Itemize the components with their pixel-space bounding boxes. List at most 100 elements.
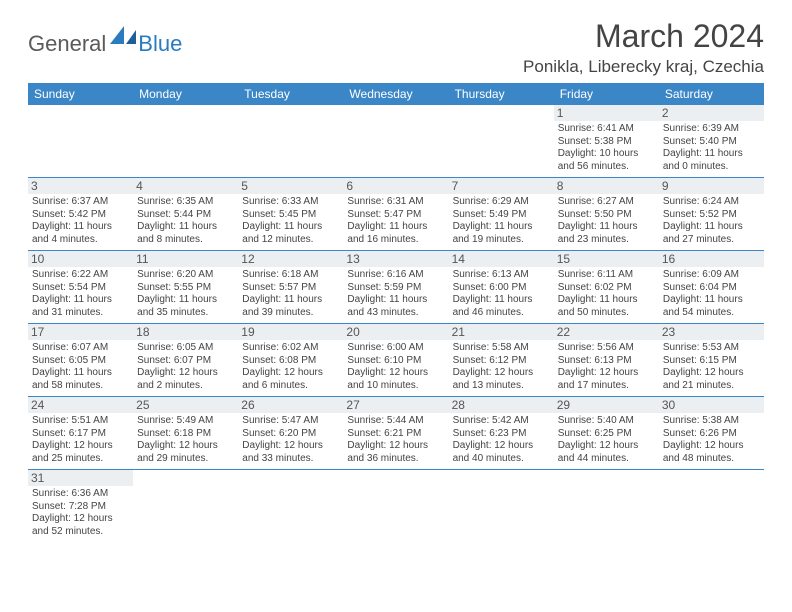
calendar-cell: 29 Sunrise: 5:40 AMSunset: 6:25 PMDayligh… <box>554 397 659 470</box>
day-info: Sunrise: 6:35 AMSunset: 5:44 PMDaylight:… <box>137 196 234 246</box>
calendar-cell-empty <box>343 470 448 543</box>
day-number: 17 <box>28 324 133 340</box>
day-number: 20 <box>343 324 448 340</box>
calendar-table: SundayMondayTuesdayWednesdayThursdayFrid… <box>28 83 764 542</box>
day-number: 26 <box>238 397 343 413</box>
calendar-cell-empty <box>449 470 554 543</box>
day-info: Sunrise: 6:13 AMSunset: 6:00 PMDaylight:… <box>453 269 550 319</box>
weekday-header: Saturday <box>659 83 764 105</box>
day-number: 29 <box>554 397 659 413</box>
calendar-cell-empty <box>554 470 659 543</box>
day-info: Sunrise: 6:11 AMSunset: 6:02 PMDaylight:… <box>558 269 655 319</box>
day-info: Sunrise: 5:58 AMSunset: 6:12 PMDaylight:… <box>453 342 550 392</box>
day-number: 8 <box>554 178 659 194</box>
day-info: Sunrise: 6:37 AMSunset: 5:42 PMDaylight:… <box>32 196 129 246</box>
calendar-row: 17 Sunrise: 6:07 AMSunset: 6:05 PMDayligh… <box>28 324 764 397</box>
day-number: 28 <box>449 397 554 413</box>
calendar-cell: 30 Sunrise: 5:38 AMSunset: 6:26 PMDayligh… <box>659 397 764 470</box>
calendar-cell: 15 Sunrise: 6:11 AMSunset: 6:02 PMDayligh… <box>554 251 659 324</box>
calendar-cell: 4Sunrise: 6:35 AMSunset: 5:44 PMDaylight… <box>133 178 238 251</box>
calendar-row: 3 Sunrise: 6:37 AMSunset: 5:42 PMDaylight… <box>28 178 764 251</box>
calendar-cell-empty <box>133 105 238 178</box>
header: General Blue March 2024 Ponikla, Liberec… <box>28 18 764 77</box>
calendar-cell-empty <box>238 470 343 543</box>
day-info: Sunrise: 6:22 AMSunset: 5:54 PMDaylight:… <box>32 269 129 319</box>
weekday-header-row: SundayMondayTuesdayWednesdayThursdayFrid… <box>28 83 764 105</box>
calendar-cell: 5 Sunrise: 6:33 AMSunset: 5:45 PMDaylight… <box>238 178 343 251</box>
calendar-cell-empty <box>343 105 448 178</box>
day-info: Sunrise: 6:36 AMSunset: 7:28 PMDaylight:… <box>32 488 129 538</box>
day-number: 30 <box>659 397 764 413</box>
calendar-cell: 11 Sunrise: 6:20 AMSunset: 5:55 PMDayligh… <box>133 251 238 324</box>
day-number: 2 <box>659 105 764 121</box>
calendar-cell: 23Sunrise: 5:53 AMSunset: 6:15 PMDayligh… <box>659 324 764 397</box>
calendar-cell: 27Sunrise: 5:44 AMSunset: 6:21 PMDayligh… <box>343 397 448 470</box>
day-number: 3 <box>28 178 133 194</box>
day-info: Sunrise: 6:09 AMSunset: 6:04 PMDaylight:… <box>663 269 760 319</box>
calendar-cell: 20 Sunrise: 6:00 AMSunset: 6:10 PMDayligh… <box>343 324 448 397</box>
calendar-cell: 17 Sunrise: 6:07 AMSunset: 6:05 PMDayligh… <box>28 324 133 397</box>
day-number: 15 <box>554 251 659 267</box>
day-number: 10 <box>28 251 133 267</box>
calendar-cell: 12Sunrise: 6:18 AMSunset: 5:57 PMDayligh… <box>238 251 343 324</box>
calendar-cell: 22Sunrise: 5:56 AMSunset: 6:13 PMDayligh… <box>554 324 659 397</box>
calendar-cell-empty <box>133 470 238 543</box>
weekday-header: Friday <box>554 83 659 105</box>
day-number: 1 <box>554 105 659 121</box>
calendar-cell: 13Sunrise: 6:16 AMSunset: 5:59 PMDayligh… <box>343 251 448 324</box>
day-info: Sunrise: 6:39 AMSunset: 5:40 PMDaylight:… <box>663 123 760 173</box>
day-number: 6 <box>343 178 448 194</box>
calendar-cell: 31Sunrise: 6:36 AMSunset: 7:28 PMDayligh… <box>28 470 133 543</box>
logo-sail-icon <box>110 26 136 49</box>
day-info: Sunrise: 6:20 AMSunset: 5:55 PMDaylight:… <box>137 269 234 319</box>
day-number: 16 <box>659 251 764 267</box>
day-info: Sunrise: 5:40 AMSunset: 6:25 PMDaylight:… <box>558 415 655 465</box>
day-number: 14 <box>449 251 554 267</box>
day-info: Sunrise: 6:27 AMSunset: 5:50 PMDaylight:… <box>558 196 655 246</box>
day-number: 24 <box>28 397 133 413</box>
day-info: Sunrise: 5:47 AMSunset: 6:20 PMDaylight:… <box>242 415 339 465</box>
day-info: Sunrise: 5:53 AMSunset: 6:15 PMDaylight:… <box>663 342 760 392</box>
logo: General Blue <box>28 26 182 61</box>
calendar-cell: 8 Sunrise: 6:27 AMSunset: 5:50 PMDaylight… <box>554 178 659 251</box>
calendar-cell-empty <box>449 105 554 178</box>
day-info: Sunrise: 5:38 AMSunset: 6:26 PMDaylight:… <box>663 415 760 465</box>
day-info: Sunrise: 6:33 AMSunset: 5:45 PMDaylight:… <box>242 196 339 246</box>
calendar-cell: 1 Sunrise: 6:41 AMSunset: 5:38 PMDaylight… <box>554 105 659 178</box>
day-info: Sunrise: 6:18 AMSunset: 5:57 PMDaylight:… <box>242 269 339 319</box>
weekday-header: Thursday <box>449 83 554 105</box>
day-info: Sunrise: 5:42 AMSunset: 6:23 PMDaylight:… <box>453 415 550 465</box>
calendar-cell: 10 Sunrise: 6:22 AMSunset: 5:54 PMDayligh… <box>28 251 133 324</box>
location-subtitle: Ponikla, Liberecky kraj, Czechia <box>523 57 764 77</box>
day-info: Sunrise: 6:31 AMSunset: 5:47 PMDaylight:… <box>347 196 444 246</box>
calendar-cell: 16 Sunrise: 6:09 AMSunset: 6:04 PMDayligh… <box>659 251 764 324</box>
day-number: 19 <box>238 324 343 340</box>
calendar-row: 10 Sunrise: 6:22 AMSunset: 5:54 PMDayligh… <box>28 251 764 324</box>
day-number: 13 <box>343 251 448 267</box>
day-info: Sunrise: 6:41 AMSunset: 5:38 PMDaylight:… <box>558 123 655 173</box>
day-number: 18 <box>133 324 238 340</box>
logo-text-general: General <box>28 31 106 57</box>
day-number: 5 <box>238 178 343 194</box>
day-number: 7 <box>449 178 554 194</box>
weekday-header: Wednesday <box>343 83 448 105</box>
calendar-cell: 14 Sunrise: 6:13 AMSunset: 6:00 PMDayligh… <box>449 251 554 324</box>
day-info: Sunrise: 5:44 AMSunset: 6:21 PMDaylight:… <box>347 415 444 465</box>
calendar-cell: 9 Sunrise: 6:24 AMSunset: 5:52 PMDaylight… <box>659 178 764 251</box>
calendar-row: 24Sunrise: 5:51 AMSunset: 6:17 PMDayligh… <box>28 397 764 470</box>
calendar-cell-empty <box>28 105 133 178</box>
weekday-header: Monday <box>133 83 238 105</box>
weekday-header: Tuesday <box>238 83 343 105</box>
calendar-cell-empty <box>659 470 764 543</box>
day-info: Sunrise: 6:24 AMSunset: 5:52 PMDaylight:… <box>663 196 760 246</box>
calendar-cell: 18 Sunrise: 6:05 AMSunset: 6:07 PMDayligh… <box>133 324 238 397</box>
day-number: 9 <box>659 178 764 194</box>
day-info: Sunrise: 5:56 AMSunset: 6:13 PMDaylight:… <box>558 342 655 392</box>
day-info: Sunrise: 6:00 AMSunset: 6:10 PMDaylight:… <box>347 342 444 392</box>
day-info: Sunrise: 6:05 AMSunset: 6:07 PMDaylight:… <box>137 342 234 392</box>
day-info: Sunrise: 6:29 AMSunset: 5:49 PMDaylight:… <box>453 196 550 246</box>
day-number: 11 <box>133 251 238 267</box>
day-info: Sunrise: 6:07 AMSunset: 6:05 PMDaylight:… <box>32 342 129 392</box>
calendar-cell: 24Sunrise: 5:51 AMSunset: 6:17 PMDayligh… <box>28 397 133 470</box>
calendar-cell: 7 Sunrise: 6:29 AMSunset: 5:49 PMDaylight… <box>449 178 554 251</box>
